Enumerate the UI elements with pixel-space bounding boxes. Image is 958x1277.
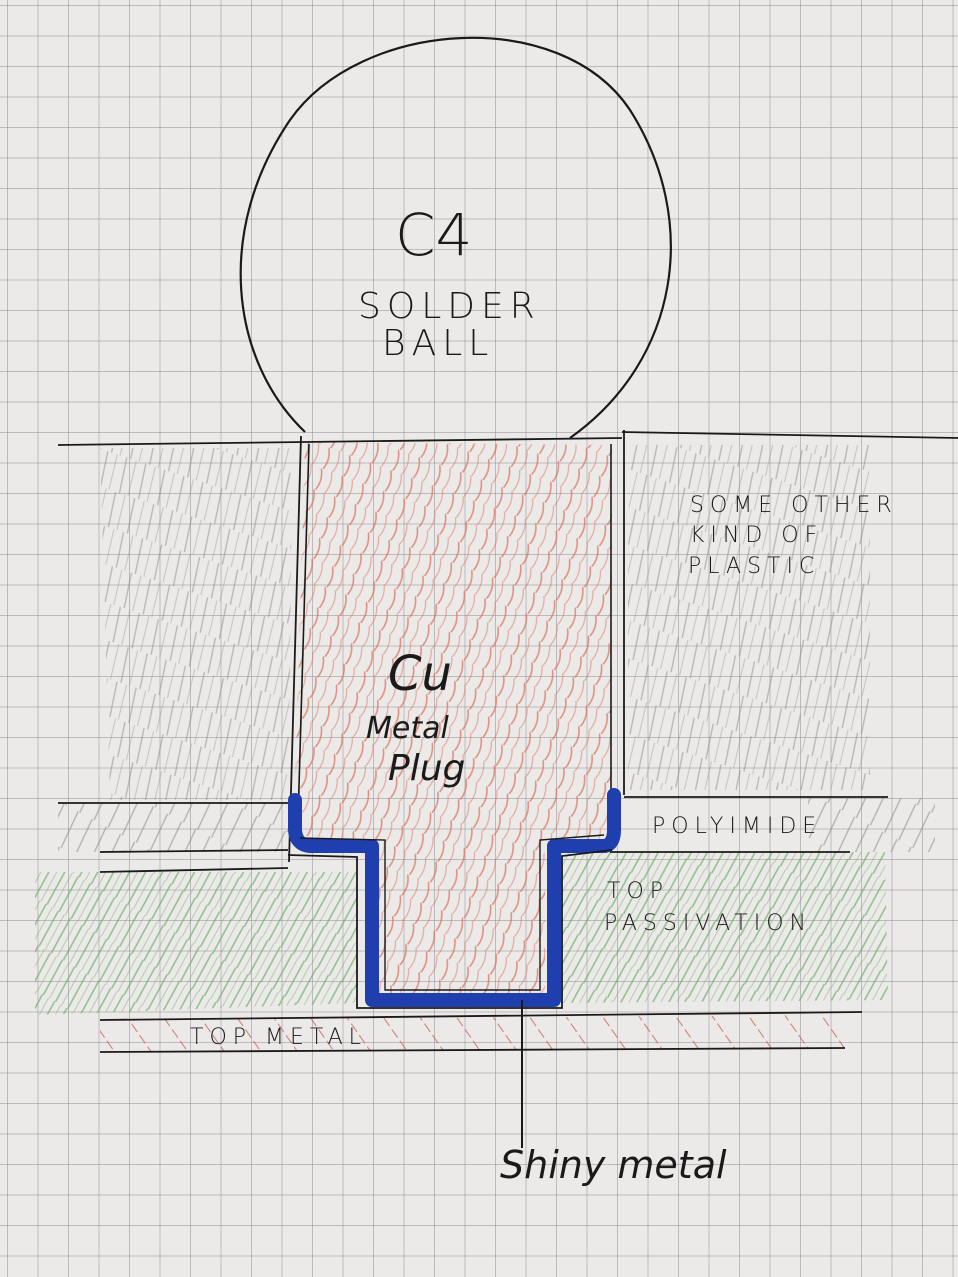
top-surface-middle [304,437,623,443]
shiny-metal-liner [288,788,621,1007]
plastic-hatch-right [628,445,870,790]
top-metal-hatch [100,1015,845,1052]
label-some-other: SOME OTHER [690,493,898,518]
top-metal-top-line [99,1011,863,1021]
label-shiny-metal: Shiny metal [500,1143,727,1187]
label-top: TOP [607,879,669,904]
shiny-metal-outline-inner [299,834,605,991]
plug-wall-left-inner [297,443,310,821]
label-metal: Metal [366,711,449,746]
solder-ball-outline [239,36,672,439]
label-passivation: PASSIVATION [604,911,812,936]
label-c4: C4 [395,201,472,269]
passivation-hatch-left [35,872,357,1015]
copper-hatch [295,442,612,995]
passivation-hatch-right [557,852,888,1003]
passivation-top-left [99,867,289,873]
label-top-metal: TOP METAL [190,1025,367,1050]
label-cu: Cu [388,646,452,702]
label-ball: BALL [382,323,494,364]
top-surface-left [57,441,306,446]
label-plug: Plug [388,748,465,789]
polyimide-hatch-left [58,803,288,852]
label-plastic: PLASTIC [688,554,820,579]
label-kind-of: KIND OF [690,523,823,548]
top-surface-right [621,431,958,439]
label-solder: SOLDER [358,286,541,327]
label-polyimide: POLYIMIDE [652,814,822,839]
plug-wall-left-outer [288,435,302,863]
top-metal-bottom-line [99,1047,846,1053]
polyimide-bottom-left [99,849,289,853]
plastic-hatch-left [100,448,292,800]
polyimide-hatch-right [808,798,935,852]
shiny-metal-outline-outer [287,849,613,1009]
